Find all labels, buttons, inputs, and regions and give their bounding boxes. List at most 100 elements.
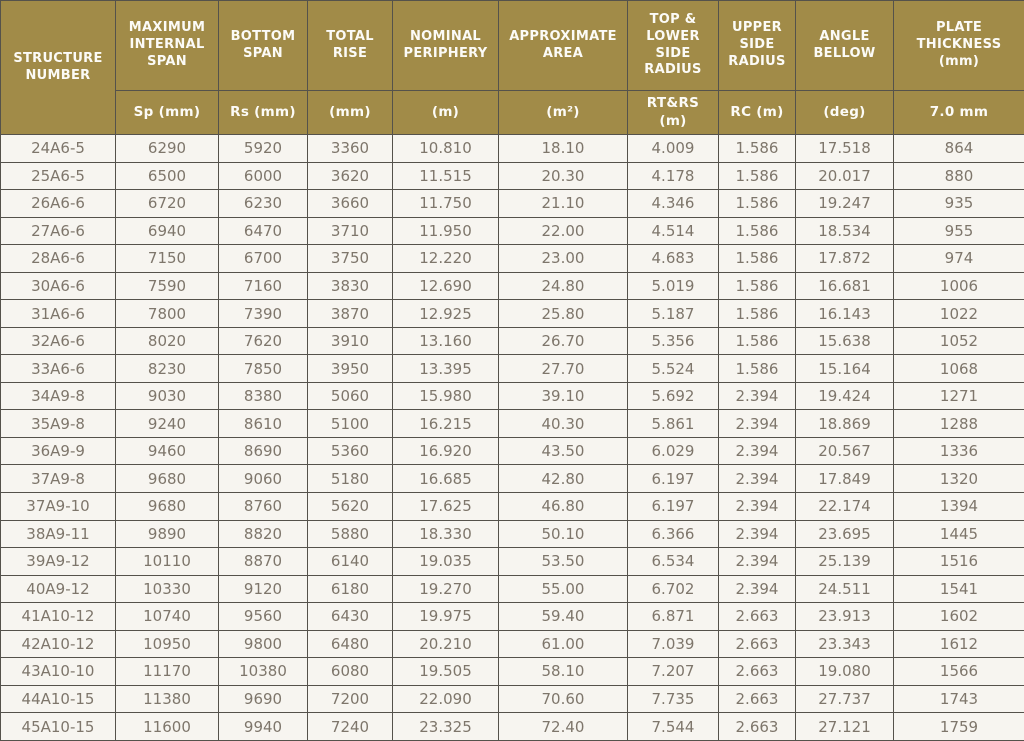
value-cell: 6140: [307, 547, 393, 576]
value-cell: 11600: [115, 712, 219, 741]
value-cell: 5620: [307, 492, 393, 521]
value-cell: 5.356: [627, 326, 719, 356]
unit-deg: (deg): [795, 89, 894, 136]
value-cell: 5880: [307, 519, 393, 549]
value-cell: 1.586: [718, 271, 796, 301]
structure-number-cell: 36A9-9: [0, 436, 116, 466]
value-cell: 1288: [893, 409, 1024, 438]
value-cell: 3870: [307, 299, 393, 328]
value-cell: 6500: [115, 161, 219, 191]
value-cell: 5060: [307, 381, 393, 411]
value-cell: 23.695: [795, 519, 894, 549]
value-cell: 9060: [218, 464, 308, 493]
value-cell: 18.534: [795, 216, 894, 246]
value-cell: 9460: [115, 436, 219, 466]
table-row: 28A6-6 7150 6700 3750 12.220 23.00 4.683 1.586 1…: [0, 244, 1024, 273]
table-row: 24A6-5 6290 5920 3360 10.810 18.10 4.009 1.586 1…: [0, 134, 1024, 163]
table-row: 35A9-8 9240 8610 5100 16.215 40.30 5.861 2.394 1…: [0, 409, 1024, 438]
value-cell: 8230: [115, 354, 219, 383]
header-structure-number: STRUCTURE NUMBER: [0, 0, 116, 136]
value-cell: 19.424: [795, 381, 894, 411]
value-cell: 1566: [893, 657, 1024, 686]
header-approximate-area: APPROXIMATE AREA: [498, 0, 628, 91]
structure-number-cell: 32A6-6: [0, 326, 116, 356]
value-cell: 1602: [893, 602, 1024, 631]
value-cell: 6.197: [627, 492, 719, 521]
structure-number-cell: 43A10-10: [0, 657, 116, 686]
value-cell: 12.690: [392, 271, 499, 301]
table-row: 33A6-6 8230 7850 3950 13.395 27.70 5.524 1.586 1…: [0, 354, 1024, 383]
table-row: 45A10-15 11600 9940 7240 23.325 72.40 7.544 2.6…: [0, 712, 1024, 741]
value-cell: 50.10: [498, 519, 628, 549]
value-cell: 3750: [307, 244, 393, 273]
value-cell: 7.039: [627, 629, 719, 659]
value-cell: 15.980: [392, 381, 499, 411]
value-cell: 935: [893, 189, 1024, 218]
value-cell: 24.80: [498, 271, 628, 301]
value-cell: 1759: [893, 712, 1024, 741]
value-cell: 2.394: [718, 436, 796, 466]
structure-number-cell: 45A10-15: [0, 712, 116, 741]
value-cell: 10740: [115, 602, 219, 631]
unit-mm: (mm): [307, 89, 393, 136]
value-cell: 13.160: [392, 326, 499, 356]
value-cell: 7620: [218, 326, 308, 356]
value-cell: 7.207: [627, 657, 719, 686]
value-cell: 3620: [307, 161, 393, 191]
value-cell: 19.035: [392, 547, 499, 576]
value-cell: 11170: [115, 657, 219, 686]
value-cell: 22.174: [795, 492, 894, 521]
value-cell: 1336: [893, 436, 1024, 466]
header-total-rise: TOTAL RISE: [307, 0, 393, 91]
value-cell: 10380: [218, 657, 308, 686]
table-row: 39A9-12 10110 8870 6140 19.035 53.50 6.534 2.39…: [0, 547, 1024, 576]
value-cell: 12.925: [392, 299, 499, 328]
value-cell: 16.681: [795, 271, 894, 301]
value-cell: 17.625: [392, 492, 499, 521]
value-cell: 1.586: [718, 326, 796, 356]
table-row: 25A6-5 6500 6000 3620 11.515 20.30 4.178 1.586 2…: [0, 161, 1024, 191]
value-cell: 19.975: [392, 602, 499, 631]
value-cell: 16.920: [392, 436, 499, 466]
value-cell: 1.586: [718, 354, 796, 383]
value-cell: 2.394: [718, 492, 796, 521]
value-cell: 2.663: [718, 684, 796, 714]
value-cell: 58.10: [498, 657, 628, 686]
value-cell: 6230: [218, 189, 308, 218]
value-cell: 864: [893, 134, 1024, 163]
value-cell: 25.139: [795, 547, 894, 576]
header-top-lower-side-radius: TOP & LOWER SIDE RADIUS: [627, 0, 719, 91]
unit-rc-m: RC (m): [718, 89, 796, 136]
value-cell: 18.10: [498, 134, 628, 163]
value-cell: 7.735: [627, 684, 719, 714]
value-cell: 10330: [115, 574, 219, 604]
value-cell: 43.50: [498, 436, 628, 466]
value-cell: 5180: [307, 464, 393, 493]
value-cell: 2.663: [718, 602, 796, 631]
value-cell: 974: [893, 244, 1024, 273]
value-cell: 4.514: [627, 216, 719, 246]
value-cell: 6.534: [627, 547, 719, 576]
table-row: 27A6-6 6940 6470 3710 11.950 22.00 4.514 1.586 1…: [0, 216, 1024, 246]
value-cell: 6080: [307, 657, 393, 686]
value-cell: 6000: [218, 161, 308, 191]
value-cell: 3710: [307, 216, 393, 246]
value-cell: 2.394: [718, 464, 796, 493]
value-cell: 880: [893, 161, 1024, 191]
value-cell: 6940: [115, 216, 219, 246]
value-cell: 19.080: [795, 657, 894, 686]
value-cell: 11.950: [392, 216, 499, 246]
value-cell: 7160: [218, 271, 308, 301]
header-bottom-span: BOTTOM SPAN: [218, 0, 308, 91]
value-cell: 5.692: [627, 381, 719, 411]
value-cell: 5.524: [627, 354, 719, 383]
value-cell: 17.849: [795, 464, 894, 493]
value-cell: 1.586: [718, 189, 796, 218]
unit-rtrs-m: RT&RS (m): [627, 89, 719, 136]
value-cell: 1.586: [718, 244, 796, 273]
structure-number-cell: 38A9-11: [0, 519, 116, 549]
value-cell: 59.40: [498, 602, 628, 631]
value-cell: 22.00: [498, 216, 628, 246]
value-cell: 8020: [115, 326, 219, 356]
value-cell: 8610: [218, 409, 308, 438]
